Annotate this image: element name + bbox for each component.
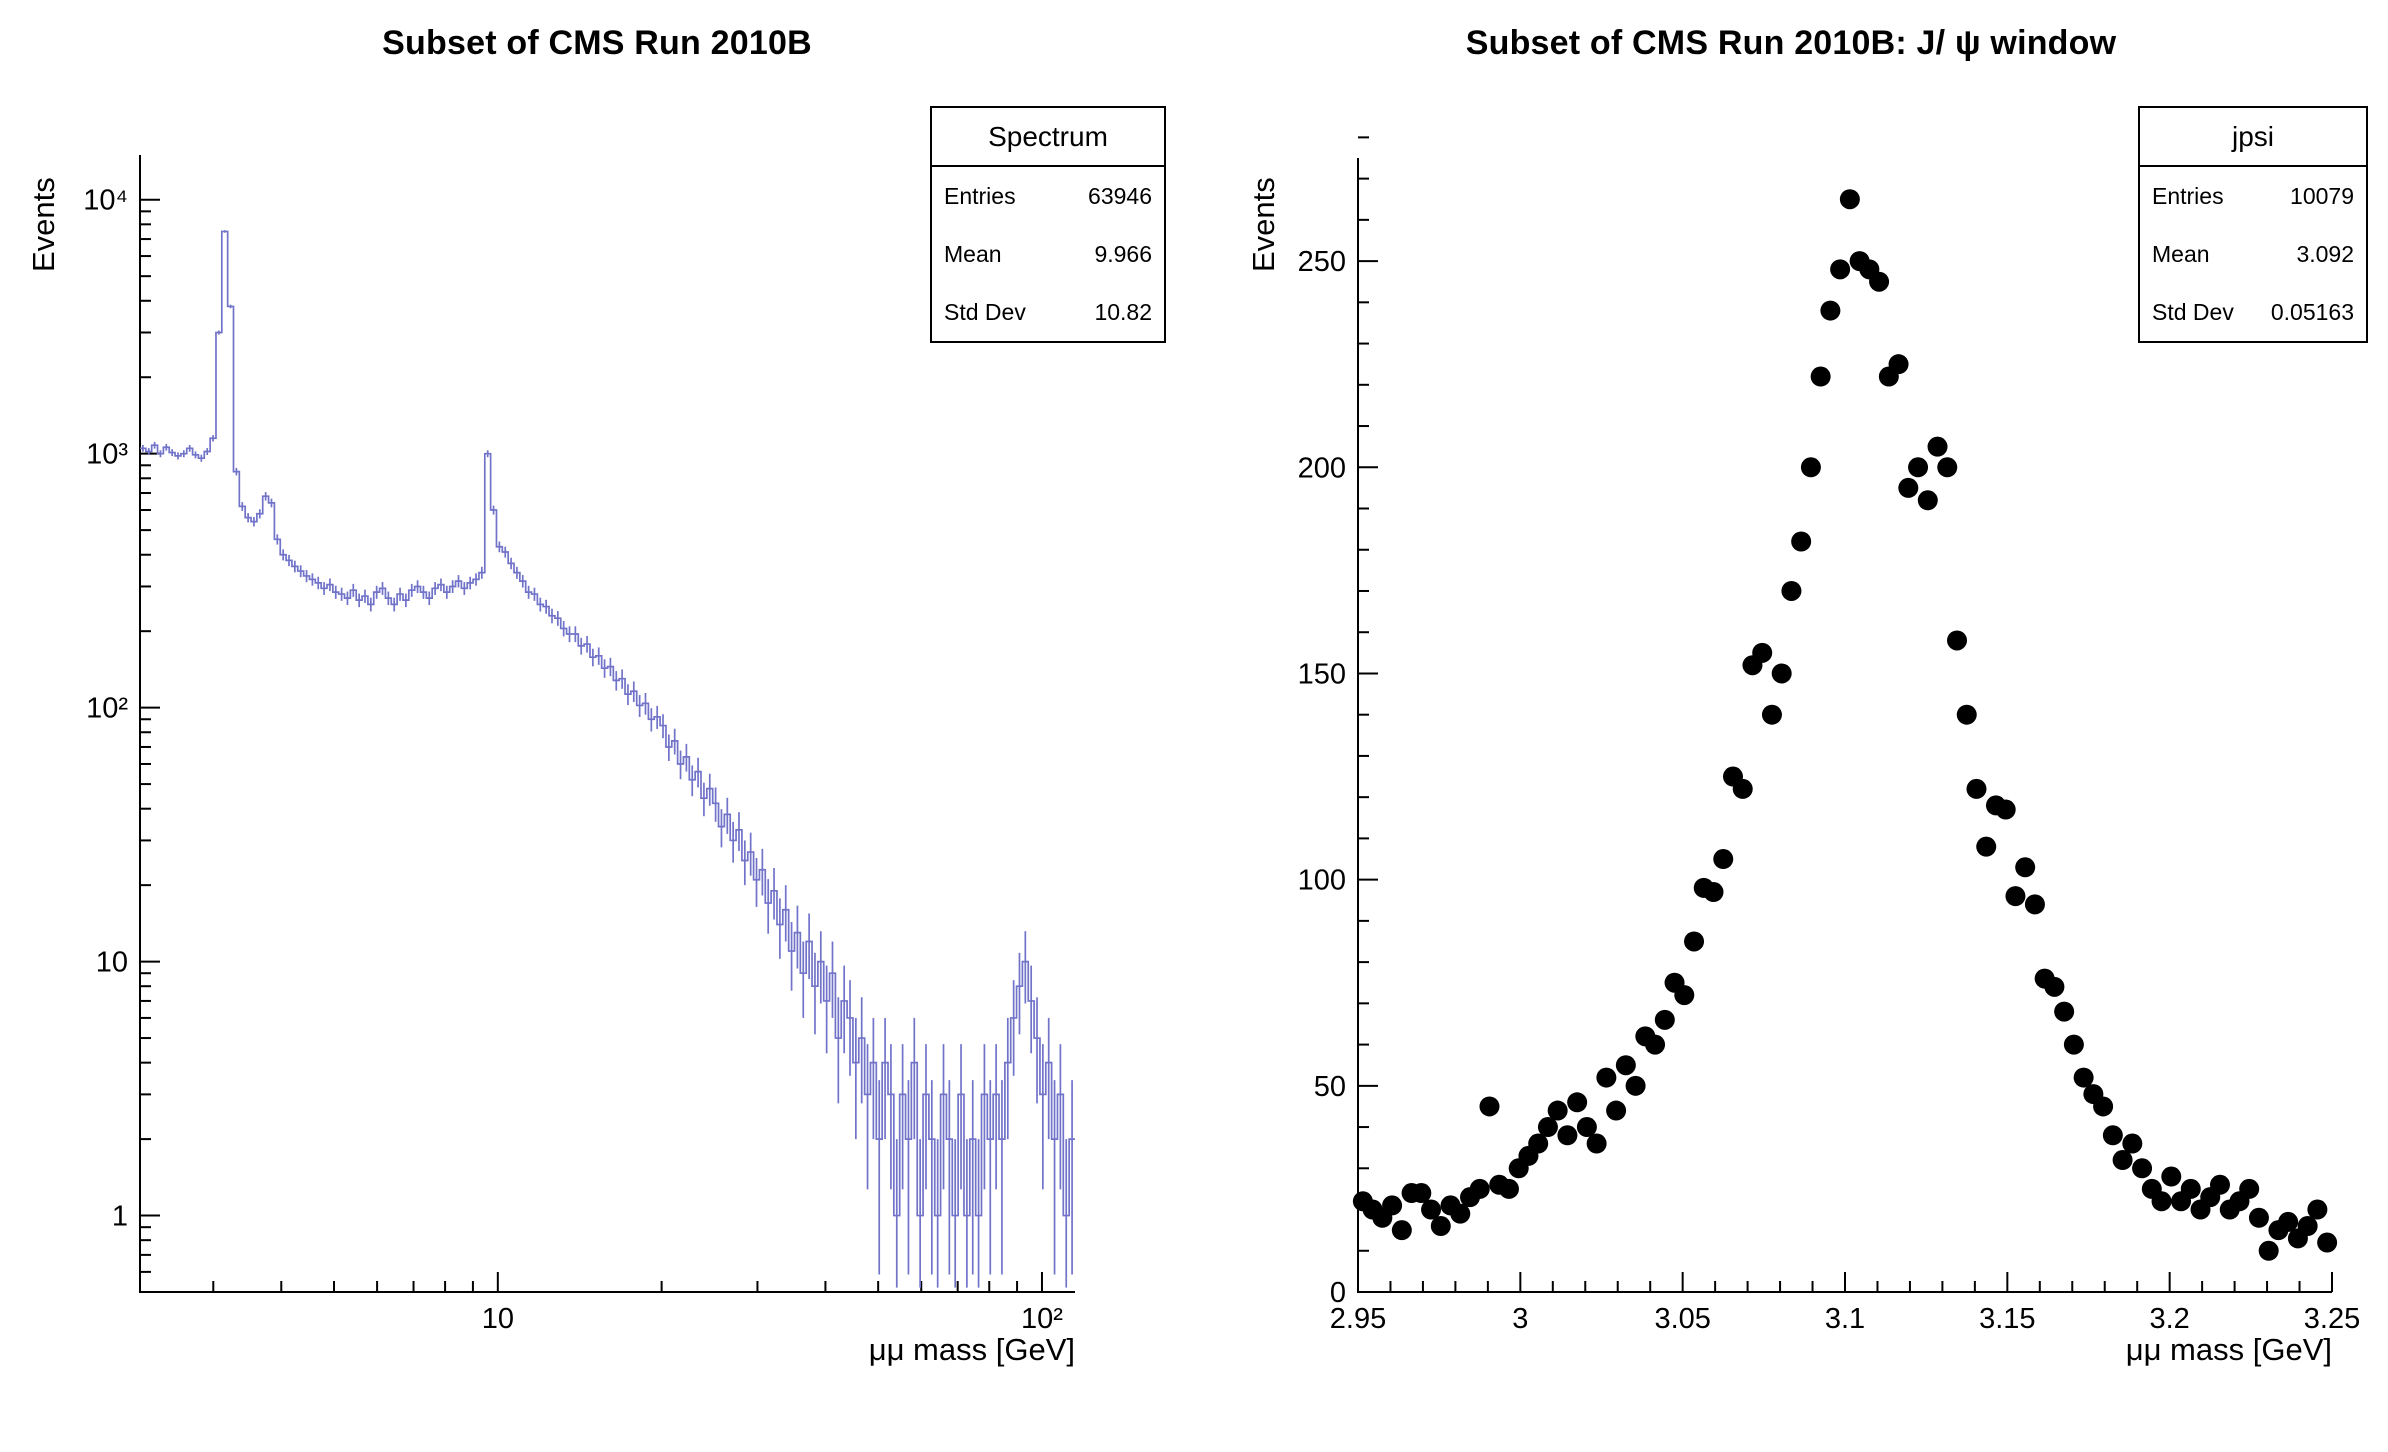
right-chart-y-axis: 0 50 100 150 200 250: [1298, 136, 1378, 1309]
stats-label: Entries: [2152, 182, 2224, 209]
x-tick-label: 3.05: [1654, 1303, 1710, 1335]
right-chart-x-axis: 2.95 3 3.05 3.1 3.15 3.2 3.25: [1330, 1272, 2360, 1335]
y-tick-label: 1: [112, 1201, 128, 1233]
right-chart-title: Subset of CMS Run 2010B: J/ ψ window: [1465, 24, 2117, 62]
right-y-axis-title: Events: [1246, 177, 1281, 272]
stats-value: 3.092: [2296, 240, 2354, 267]
left-chart: 10 10² 1 10 10² 10³ 10⁴: [83, 155, 1075, 1335]
left-chart-y-axis: 1 10 10² 10³ 10⁴: [83, 185, 160, 1273]
right-x-axis-title: μμ mass [GeV]: [2125, 1332, 2332, 1367]
y-tick-label: 50: [1314, 1071, 1346, 1103]
left-chart-axes: [139, 155, 1075, 1293]
stats-row: Entries 10079: [2140, 167, 2366, 225]
stats-label: Std Dev: [944, 298, 1026, 325]
left-stats-title: Spectrum: [932, 108, 1164, 167]
y-tick-label: 10: [96, 947, 128, 979]
stats-value: 10079: [2290, 182, 2354, 209]
left-stats-box: Spectrum Entries 63946 Mean 9.966 Std De…: [930, 106, 1166, 343]
y-tick-label: 200: [1298, 452, 1346, 484]
x-tick-label: 3.2: [2150, 1303, 2190, 1335]
stats-row: Entries 63946: [932, 167, 1164, 225]
x-tick-label: 3: [1512, 1303, 1528, 1335]
left-y-axis-title: Events: [26, 177, 61, 272]
stats-row: Std Dev 10.82: [932, 283, 1164, 341]
y-tick-label: 0: [1330, 1277, 1346, 1309]
x-tick-label: 3.15: [1979, 1303, 2035, 1335]
left-chart-histogram-line: [140, 230, 1075, 1217]
stats-value: 0.05163: [2270, 298, 2354, 325]
y-tick-label: 10⁴: [83, 185, 128, 217]
stats-label: Std Dev: [2152, 298, 2234, 325]
left-x-axis-title: μμ mass [GeV]: [868, 1332, 1075, 1367]
right-stats-title: jpsi: [2140, 108, 2366, 167]
y-tick-label: 150: [1298, 658, 1346, 690]
y-tick-label: 10³: [86, 439, 128, 471]
x-tick-label: 3.1: [1825, 1303, 1865, 1335]
stats-label: Mean: [2152, 240, 2210, 267]
y-tick-label: 100: [1298, 865, 1346, 897]
x-tick-label: 10: [482, 1303, 514, 1335]
stats-value: 63946: [1088, 182, 1152, 209]
left-chart-x-axis: 10 10²: [212, 1272, 1063, 1335]
stats-row: Std Dev 0.05163: [2140, 283, 2366, 341]
x-tick-label: 3.25: [2304, 1303, 2360, 1335]
left-chart-title: Subset of CMS Run 2010B: [382, 24, 812, 62]
right-chart-scatter-points: [1352, 189, 2338, 1261]
stats-row: Mean 3.092: [2140, 225, 2366, 283]
stats-row: Mean 9.966: [932, 225, 1164, 283]
stats-label: Mean: [944, 240, 1002, 267]
y-tick-label: 250: [1298, 246, 1346, 278]
left-chart-error-bars: [142, 230, 1073, 1288]
x-tick-label: 10²: [1021, 1303, 1063, 1335]
right-chart: 2.95 3 3.05 3.1 3.15 3.2 3.25 0 50 100 150 200 250: [1298, 136, 2360, 1335]
y-tick-label: 10²: [86, 693, 128, 725]
x-tick-label: 2.95: [1330, 1303, 1386, 1335]
stats-value: 9.966: [1094, 240, 1152, 267]
stats-label: Entries: [944, 182, 1016, 209]
stats-value: 10.82: [1094, 298, 1152, 325]
right-stats-box: jpsi Entries 10079 Mean 3.092 Std Dev 0.…: [2138, 106, 2368, 343]
